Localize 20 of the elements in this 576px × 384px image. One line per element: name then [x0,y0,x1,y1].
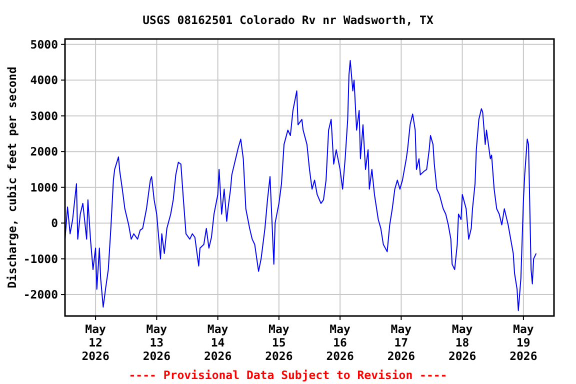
y-tick-label: 0 [51,216,58,230]
y-tick-label: 3000 [30,108,58,123]
x-tick-label: May 13 2026 [142,322,171,363]
y-tick-label: -2000 [23,288,58,302]
x-tick-label: May 19 2026 [510,322,538,363]
x-tick-label: May 12 2026 [82,322,110,363]
y-tick-label: 4000 [30,73,58,88]
text: ---- Provisional Data Subject to Revision ---- [128,368,448,382]
x-tick-label: May 18 2026 [448,322,476,363]
line-series [65,60,537,312]
x-tick-label: May 15 2026 [265,322,293,363]
x-tick-label: May 16 2026 [326,322,354,363]
chart-title: USGS 08162501 Colorado Rv nr Wadsworth, TX [142,13,434,27]
y-axis-title: Discharge, cubic feet per second [5,66,19,288]
y-tick-label: 1000 [30,180,58,194]
y-tick-label: 2000 [30,144,58,159]
x-tick-label: May 14 2026 [204,322,232,363]
y-tick-label: 5000 [30,37,58,52]
y-tick-label: -1000 [23,252,58,266]
x-tick-label: May 17 2026 [387,322,416,363]
